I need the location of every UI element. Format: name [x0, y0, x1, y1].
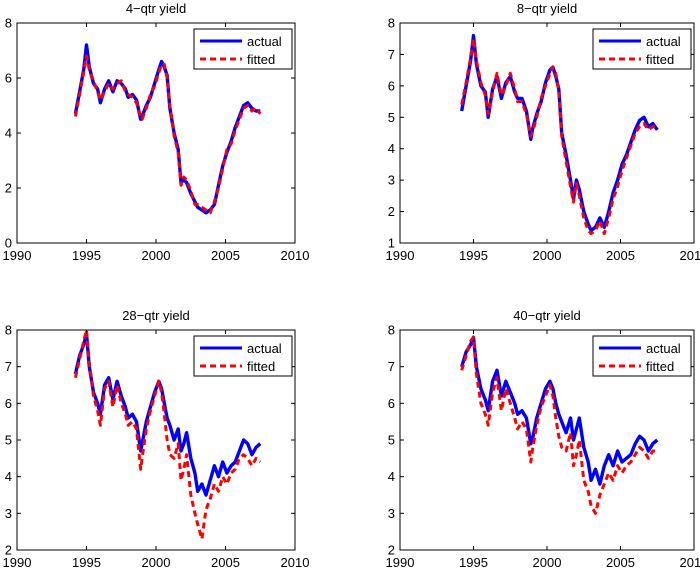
y-tick-label: 2	[5, 543, 12, 558]
chart-panel-2: 8−qtr yield 1990 1995 2000 2005 2010 1 2 3 4 5 6 7 8 a…	[386, 1, 700, 263]
y-tick-label: 4	[5, 469, 12, 484]
x-tick-label: 2000	[142, 248, 171, 263]
x-tick-label: 1995	[72, 555, 101, 569]
y-tick-label: 6	[5, 396, 12, 411]
x-tick-label: 2005	[606, 555, 635, 569]
x-tick-label: 1990	[3, 248, 32, 263]
y-tick-label: 2	[388, 204, 395, 219]
x-tick-label: 2000	[533, 555, 562, 569]
chart-title: 8−qtr yield	[517, 1, 577, 16]
x-tick-label: 2005	[211, 555, 240, 569]
chart-title: 40−qtr yield	[513, 308, 581, 323]
legend-label-actual: actual	[646, 34, 681, 49]
legend-label-actual: actual	[247, 34, 282, 49]
y-tick-label: 8	[388, 16, 395, 31]
chart-panel-4: 40−qtr yield 1990 1995 2000 2005 2010 2 3 4 5 6 7 8 a…	[386, 308, 700, 569]
y-tick-label: 2	[5, 181, 12, 196]
x-tick-label: 2005	[606, 248, 635, 263]
legend-box	[193, 28, 293, 70]
y-tick-label: 5	[388, 433, 395, 448]
series-line-actual	[460, 335, 659, 486]
y-tick-label: 4	[5, 126, 12, 141]
chart-panel-1: 4−qtr yield 1990 1995 2000 2005 2010 0 2 4 6 8 actu…	[3, 1, 310, 263]
y-tick-label: 5	[5, 433, 12, 448]
y-tick-label: 8	[5, 16, 12, 31]
y-tick-label: 2	[388, 543, 395, 558]
legend-box	[193, 335, 293, 377]
x-tick-label: 1990	[3, 555, 32, 569]
y-tick-label: 5	[388, 110, 395, 125]
legend-label-fitted: fitted	[247, 359, 275, 374]
series-line-fitted	[73, 54, 262, 215]
y-tick-label: 7	[5, 359, 12, 374]
x-tick-label: 1995	[459, 248, 488, 263]
legend: actual fitted	[592, 28, 692, 70]
y-tick-label: 4	[388, 469, 395, 484]
y-tick-label: 1	[388, 236, 395, 251]
series-line-fitted	[460, 37, 658, 236]
series-line-actual	[73, 332, 262, 497]
legend-label-fitted: fitted	[646, 52, 674, 67]
chart-title: 28−qtr yield	[122, 308, 190, 323]
x-tick-label: 2000	[533, 248, 562, 263]
legend: actual fitted	[193, 28, 293, 70]
legend-label-fitted: fitted	[247, 52, 275, 67]
series-line-actual	[73, 43, 261, 215]
y-tick-label: 3	[388, 173, 395, 188]
x-tick-label: 2005	[211, 248, 240, 263]
y-tick-label: 8	[5, 323, 12, 338]
x-tick-label: 1995	[459, 555, 488, 569]
x-tick-label: 2010	[680, 555, 700, 569]
x-tick-label: 1990	[386, 248, 415, 263]
series-line-fitted	[73, 330, 262, 541]
y-tick-label: 4	[388, 141, 395, 156]
y-tick-label: 8	[388, 323, 395, 338]
x-tick-label: 1995	[72, 248, 101, 263]
y-tick-label: 7	[388, 47, 395, 62]
series-line-fitted	[460, 335, 658, 515]
y-tick-label: 3	[5, 506, 12, 521]
y-tick-label: 0	[5, 236, 12, 251]
y-tick-label: 3	[388, 506, 395, 521]
legend: actual fitted	[592, 335, 692, 377]
x-tick-label: 2010	[281, 555, 310, 569]
y-tick-label: 6	[388, 396, 395, 411]
y-tick-label: 6	[388, 78, 395, 93]
y-tick-label: 6	[5, 71, 12, 86]
x-tick-label: 2010	[281, 248, 310, 263]
legend-label-fitted: fitted	[646, 359, 674, 374]
y-tick-label: 7	[388, 359, 395, 374]
legend-label-actual: actual	[247, 341, 282, 356]
legend-box	[592, 335, 692, 377]
legend-label-actual: actual	[646, 341, 681, 356]
legend-box	[592, 28, 692, 70]
x-tick-label: 2010	[680, 248, 700, 263]
chart-title: 4−qtr yield	[126, 1, 186, 16]
legend: actual fitted	[193, 335, 293, 377]
x-tick-label: 2000	[142, 555, 171, 569]
x-tick-label: 1990	[386, 555, 415, 569]
chart-panel-3: 28−qtr yield 1990 1995 2000 2005 2010 2 3 4 5 6 7 8 a…	[3, 308, 310, 569]
